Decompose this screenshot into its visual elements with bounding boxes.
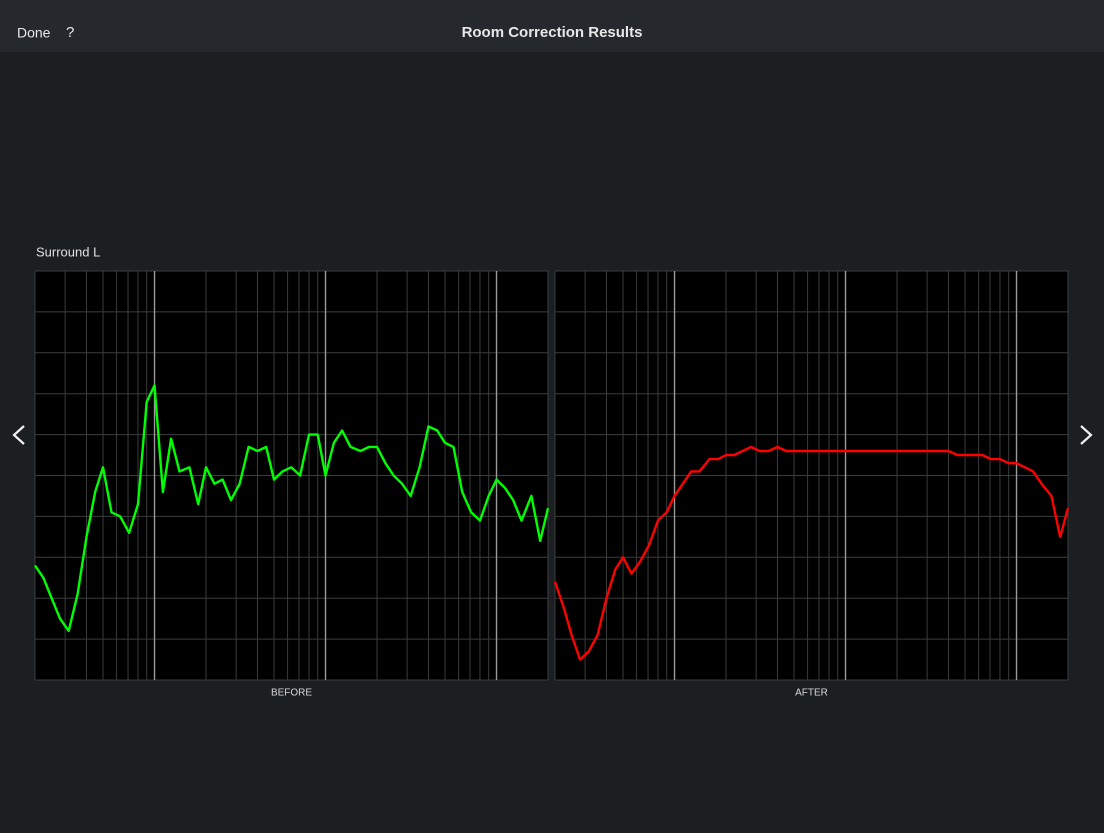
- next-arrow[interactable]: [1080, 425, 1093, 445]
- x-axis-label: BEFORE: [271, 688, 312, 699]
- page-title: Room Correction Results: [462, 24, 643, 41]
- channel-label: Surround L: [36, 244, 100, 259]
- response-curve: [553, 445, 1070, 661]
- help-button[interactable]: ?: [66, 24, 74, 41]
- x-axis-label: AFTER: [795, 688, 828, 699]
- top-bar: [0, 0, 1104, 52]
- response-curve: [34, 384, 550, 633]
- previous-arrow[interactable]: [12, 425, 25, 445]
- done-button[interactable]: Done: [17, 25, 51, 41]
